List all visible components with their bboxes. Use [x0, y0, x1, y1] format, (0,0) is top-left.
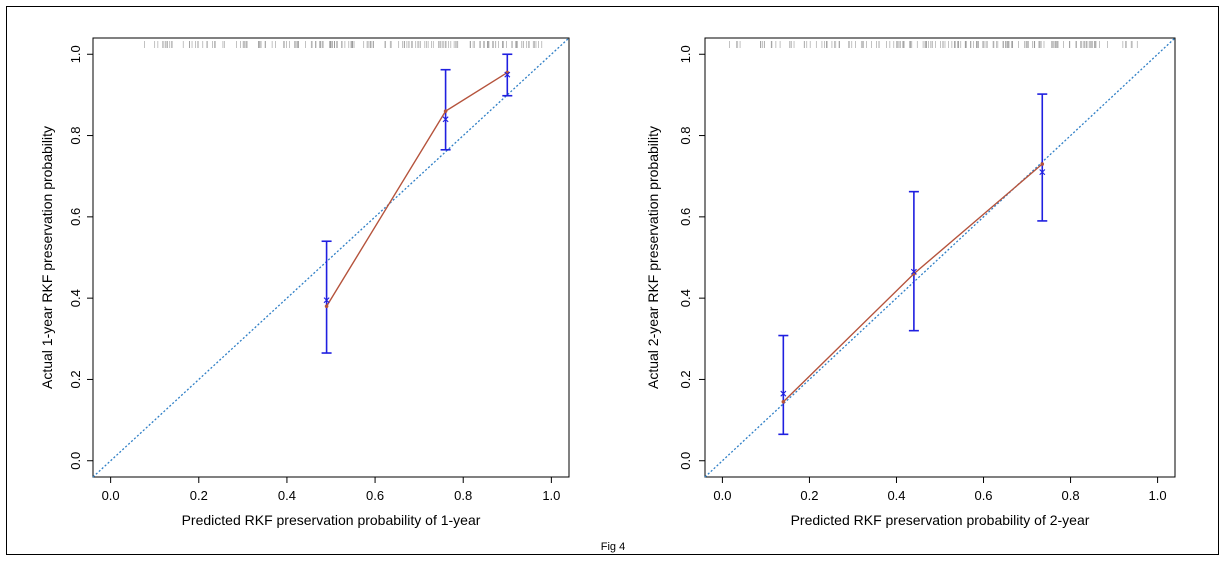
panel2-x-tick-label: 1.0 — [1149, 488, 1167, 503]
panel2-x-tick-label: 0.6 — [974, 488, 992, 503]
panel1-x-tick-label: 0.2 — [190, 488, 208, 503]
panel2-plot-area — [704, 37, 1176, 478]
panel2-x-tick-label: 0.8 — [1062, 488, 1080, 503]
panel2-y-tick-label: 1.0 — [678, 45, 693, 63]
panel2-y-tick-label: 0.8 — [678, 127, 693, 145]
panel2-bias-corrected-marker — [910, 268, 917, 275]
panel2-y-tick-label: 0.2 — [678, 370, 693, 388]
panel1-y-tick-label: 0.8 — [68, 127, 83, 145]
panel1-calibration-line — [325, 71, 508, 307]
panel1-bias-corrected-marker — [442, 116, 449, 123]
panel2-bias-corrected-marker — [1039, 169, 1046, 176]
panel1-x-tick-label: 1.0 — [542, 488, 560, 503]
panel1-observed-point — [324, 304, 329, 309]
panel1-y-tick-label: 0.0 — [68, 452, 83, 470]
panel1-y-tick-label: 0.6 — [68, 208, 83, 226]
panel1-bias-corrected-marker — [323, 297, 330, 304]
panel1-x-axis-label: Predicted RKF preservation probability o… — [182, 512, 481, 528]
panel2-x-tick-label: 0.0 — [713, 488, 731, 503]
panel2-observed-point — [781, 400, 786, 404]
panel1-plot-area — [92, 37, 570, 478]
panel2-reference-line — [704, 37, 1176, 478]
panel1-y-axis-label: Actual 1-year RKF preservation probabili… — [39, 126, 55, 389]
panel2-y-tick-label: 0.4 — [678, 289, 693, 307]
panel2-bias-corrected-marker — [780, 390, 787, 397]
panel1-x-tick-label: 0.4 — [278, 488, 296, 503]
panel2-x-tick-label: 0.2 — [800, 488, 818, 503]
panel2-x-tick-label: 0.4 — [887, 488, 905, 503]
panel1-x-tick-label: 0.0 — [102, 488, 120, 503]
panel1-x-tick-label: 0.6 — [366, 488, 384, 503]
panel1-y-tick-label: 0.2 — [68, 370, 83, 388]
panel2-y-tick-label: 0.6 — [678, 208, 693, 226]
panel2-y-axis-label: Actual 2-year RKF preservation probabili… — [645, 126, 661, 389]
figure-frame — [6, 6, 1219, 555]
panel1-y-tick-label: 1.0 — [68, 45, 83, 63]
panel2-observed-point — [1040, 162, 1045, 166]
panel1-y-tick-label: 0.4 — [68, 289, 83, 307]
panel1-bias-corrected-marker — [504, 71, 511, 78]
figure-caption: Fig 4 — [600, 541, 626, 553]
panel2-x-axis-label: Predicted RKF preservation probability o… — [791, 512, 1090, 528]
panel1-observed-point — [443, 109, 448, 113]
panel1-x-tick-label: 0.8 — [454, 488, 472, 503]
panel2-y-tick-label: 0.0 — [678, 452, 693, 470]
panel1-reference-line — [92, 37, 570, 478]
